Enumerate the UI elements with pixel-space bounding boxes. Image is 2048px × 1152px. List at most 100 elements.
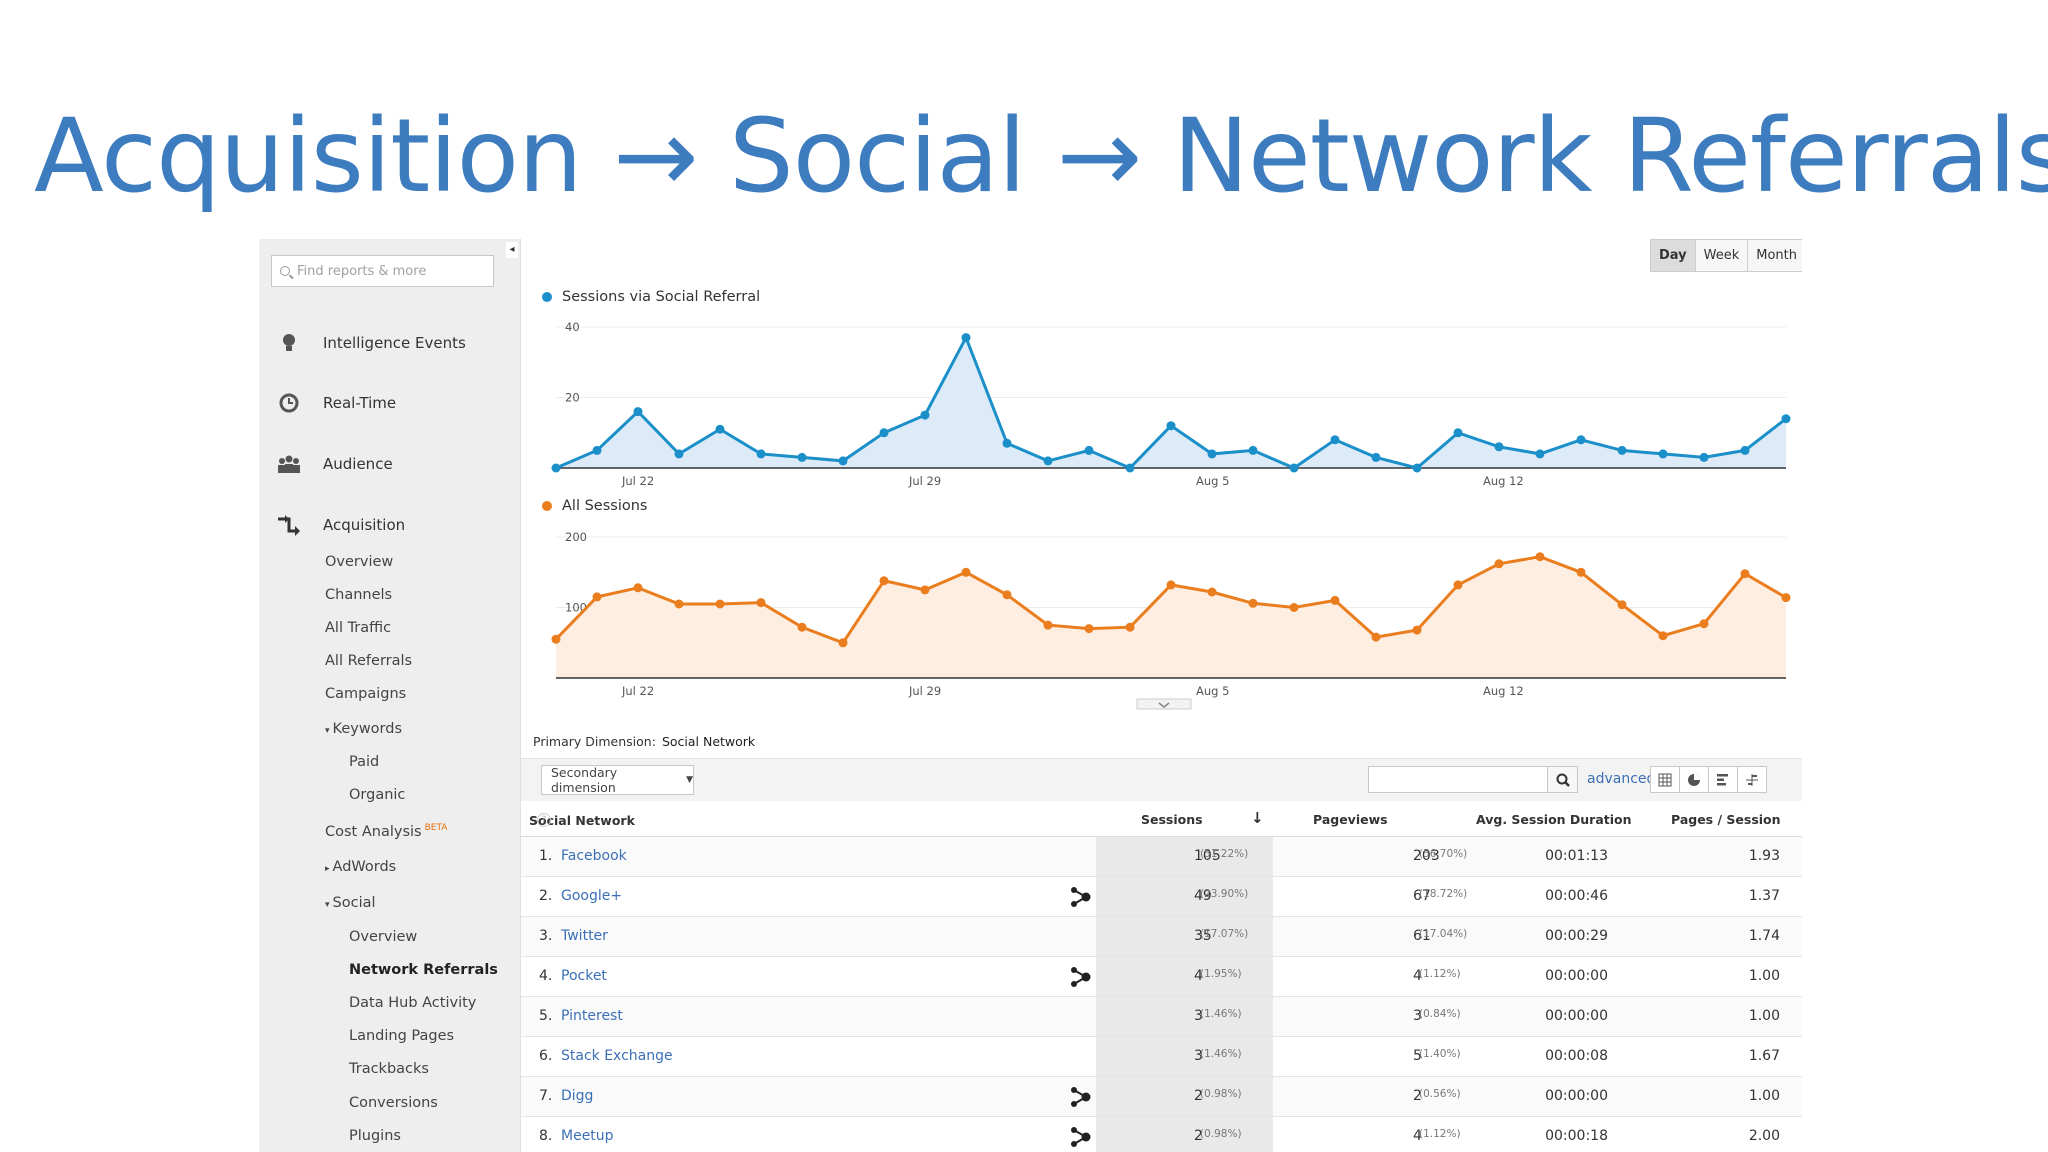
header-sessions[interactable]: Sessions	[1141, 812, 1203, 827]
nav-paid[interactable]: Paid	[349, 754, 380, 770]
data-point[interactable]	[1781, 593, 1791, 603]
data-point[interactable]	[961, 567, 971, 577]
nav-adwords[interactable]: ▸ AdWords	[325, 859, 396, 875]
data-point[interactable]	[1207, 449, 1217, 459]
grid-view-icon[interactable]	[1650, 766, 1680, 793]
data-point[interactable]	[1125, 622, 1135, 632]
nav-keywords[interactable]: ▾ Keywords	[325, 721, 402, 737]
data-point[interactable]	[1535, 552, 1545, 562]
data-point[interactable]	[838, 456, 848, 466]
data-point[interactable]	[1658, 449, 1668, 459]
nav-network-referrals[interactable]: Network Referrals	[349, 962, 498, 978]
nav-acquisition-overview[interactable]: Overview	[325, 554, 394, 570]
nav-conversions[interactable]: Conversions	[349, 1095, 438, 1111]
data-point[interactable]	[551, 634, 561, 644]
data-hub-icon[interactable]	[1070, 966, 1092, 992]
data-point[interactable]	[715, 424, 725, 434]
data-point[interactable]	[1617, 445, 1627, 455]
data-point[interactable]	[1330, 595, 1340, 605]
period-month-button[interactable]: Month	[1747, 240, 1802, 271]
data-point[interactable]	[551, 463, 561, 473]
data-point[interactable]	[920, 585, 930, 595]
data-point[interactable]	[797, 452, 807, 462]
nav-cost-analysis[interactable]: Cost Analysis BETA	[325, 823, 447, 840]
data-point[interactable]	[633, 583, 643, 593]
data-point[interactable]	[592, 445, 602, 455]
data-point[interactable]	[1043, 456, 1053, 466]
data-point[interactable]	[1617, 600, 1627, 610]
data-point[interactable]	[756, 598, 766, 608]
data-point[interactable]	[1043, 620, 1053, 630]
data-point[interactable]	[1535, 449, 1545, 459]
data-point[interactable]	[1740, 569, 1750, 579]
data-point[interactable]	[961, 333, 971, 343]
nav-social[interactable]: ▾ Social	[325, 895, 376, 911]
data-hub-icon[interactable]	[1070, 886, 1092, 912]
report-search-input[interactable]: Find reports & more	[271, 255, 494, 287]
search-icon[interactable]	[1548, 766, 1578, 793]
data-point[interactable]	[1289, 463, 1299, 473]
primary-dimension-value[interactable]: Social Network	[661, 734, 756, 749]
data-point[interactable]	[1248, 598, 1258, 608]
data-point[interactable]	[1002, 438, 1012, 448]
data-point[interactable]	[1494, 559, 1504, 569]
data-point[interactable]	[1699, 452, 1709, 462]
data-point[interactable]	[1330, 435, 1340, 445]
data-point[interactable]	[1125, 463, 1135, 473]
data-point[interactable]	[674, 449, 684, 459]
data-point[interactable]	[1740, 445, 1750, 455]
data-point[interactable]	[879, 576, 889, 586]
social-network-link[interactable]: Twitter	[561, 928, 608, 944]
social-network-link[interactable]: Facebook	[561, 848, 627, 864]
data-point[interactable]	[756, 449, 766, 459]
data-point[interactable]	[838, 638, 848, 648]
data-point[interactable]	[1371, 452, 1381, 462]
data-point[interactable]	[674, 599, 684, 609]
secondary-dimension-dropdown[interactable]: Secondary dimension ▼	[541, 765, 694, 795]
data-point[interactable]	[879, 428, 889, 438]
social-network-link[interactable]: Meetup	[561, 1128, 614, 1144]
data-point[interactable]	[1453, 580, 1463, 590]
period-day-button[interactable]: Day	[1651, 240, 1695, 271]
nav-channels[interactable]: Channels	[325, 587, 393, 603]
data-point[interactable]	[920, 410, 930, 420]
nav-all-referrals[interactable]: All Referrals	[325, 653, 413, 669]
nav-landing-pages[interactable]: Landing Pages	[349, 1028, 455, 1044]
data-point[interactable]	[1248, 445, 1258, 455]
social-network-link[interactable]: Google+	[561, 888, 623, 904]
data-point[interactable]	[1371, 632, 1381, 642]
pie-view-icon[interactable]	[1679, 766, 1709, 793]
data-point[interactable]	[1002, 590, 1012, 600]
sort-down-arrow-icon[interactable]: ↓	[1251, 809, 1264, 827]
nav-organic[interactable]: Organic	[349, 787, 406, 803]
nav-social-overview[interactable]: Overview	[349, 929, 418, 945]
nav-plugins[interactable]: Plugins	[349, 1128, 401, 1144]
data-hub-icon[interactable]	[1070, 1086, 1092, 1112]
data-hub-icon[interactable]	[1070, 1126, 1092, 1152]
sidebar-item-audience[interactable]: Audience	[259, 444, 521, 484]
data-point[interactable]	[1781, 414, 1791, 424]
data-point[interactable]	[1166, 421, 1176, 431]
social-network-link[interactable]: Pocket	[561, 968, 607, 984]
data-point[interactable]	[715, 599, 725, 609]
data-point[interactable]	[1084, 445, 1094, 455]
sidebar-item-acquisition[interactable]: Acquisition	[259, 505, 521, 545]
header-pageviews[interactable]: Pageviews	[1313, 812, 1388, 827]
table-filter-input[interactable]	[1368, 766, 1548, 793]
data-point[interactable]	[1494, 442, 1504, 452]
data-point[interactable]	[1207, 587, 1217, 597]
social-network-link[interactable]: Digg	[561, 1088, 594, 1104]
data-point[interactable]	[1658, 631, 1668, 641]
nav-campaigns[interactable]: Campaigns	[325, 686, 407, 702]
nav-data-hub-activity[interactable]: Data Hub Activity	[349, 995, 477, 1011]
data-point[interactable]	[1699, 619, 1709, 629]
header-pages-per-session[interactable]: Pages / Session	[1671, 812, 1781, 827]
sidebar-item-real-time[interactable]: Real-Time	[259, 383, 521, 423]
data-point[interactable]	[1289, 603, 1299, 612]
data-point[interactable]	[797, 622, 807, 632]
advanced-filter-link[interactable]: advanced	[1587, 771, 1656, 787]
chevron-left-icon[interactable]: ◂	[506, 242, 518, 258]
data-point[interactable]	[1576, 435, 1586, 445]
header-avg-session-duration[interactable]: Avg. Session Duration	[1476, 812, 1632, 827]
data-point[interactable]	[1084, 624, 1094, 634]
